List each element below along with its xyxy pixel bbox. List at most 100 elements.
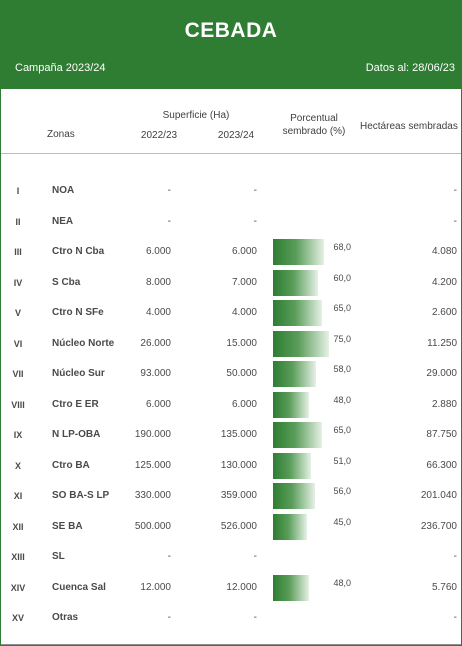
zone-number: X (14, 460, 21, 471)
hectares-cell: 201.040 (420, 490, 457, 501)
zone-name: SO BA-S LP (52, 490, 110, 501)
table-row: VII Núcleo Sur 93.000 50.000 29.000 58,0 (1, 359, 461, 389)
zone-name: S Cba (52, 276, 81, 288)
surface-2023-cell: 15.000 (226, 337, 257, 349)
zone-name: NEA (52, 215, 74, 227)
percent-value: 48,0 (333, 394, 351, 405)
table-row: XV Otras - - - (1, 603, 461, 633)
percent-bar (273, 452, 311, 479)
surface-2023-cell: 7.000 (231, 276, 257, 288)
percent-value: 48,0 (333, 577, 351, 588)
zone-number: II (15, 216, 21, 227)
surface-2023-cell: - (253, 551, 257, 562)
surface-2022-cell: 330.000 (134, 490, 171, 501)
percent-value: 68,0 (333, 242, 351, 252)
hectares-cell: - (453, 215, 457, 227)
zone-name: Ctro N Cba (52, 246, 105, 257)
hectares-cell: 11.250 (427, 337, 457, 349)
hectares-cell: 2.880 (431, 398, 457, 410)
zone-name: Ctro E ER (52, 398, 99, 410)
zone-name: SE BA (52, 520, 83, 532)
zone-number: VI (13, 338, 23, 349)
hectares-cell: 4.080 (431, 246, 457, 257)
header-divider (1, 153, 461, 154)
surface-2023-cell: 526.000 (220, 520, 257, 532)
surface-2022-cell: 12.000 (140, 581, 171, 593)
percent-bar (273, 269, 318, 296)
percent-bar (273, 239, 324, 265)
data-date: Datos al: 28/06/23 (365, 62, 455, 74)
percent-bar (273, 300, 322, 326)
zone-number: VIII (11, 399, 25, 410)
table-row: XIV Cuenca Sal 12.000 12.000 5.760 48,0 (1, 573, 461, 603)
percent-value: 51,0 (333, 455, 351, 466)
zone-number: XV (11, 613, 24, 623)
bottom-divider (1, 644, 461, 645)
surface-2022-cell: 8.000 (145, 276, 171, 288)
table-row: XII SE BA 500.000 526.000 236.700 45,0 (1, 512, 461, 542)
table-row: II NEA - - - (1, 207, 461, 237)
percent-value: 45,0 (333, 516, 351, 527)
zone-number: I (16, 186, 20, 196)
percent-bar (273, 330, 329, 357)
surface-2022-cell: 4.000 (145, 307, 171, 318)
zone-number: III (14, 247, 22, 257)
hectares-cell: 5.760 (431, 581, 457, 593)
table-row: XIII SL - - - (1, 542, 461, 572)
percent-bar (273, 483, 315, 509)
percent-bar (273, 391, 309, 418)
table-row: X Ctro BA 125.000 130.000 66.300 51,0 (1, 451, 461, 481)
zone-number: XII (12, 521, 24, 532)
table-row: V Ctro N SFe 4.000 4.000 2.600 65,0 (1, 298, 461, 328)
report-title: CEBADA (184, 19, 278, 42)
zone-name: Ctro N SFe (52, 307, 104, 318)
hectares-cell: 87.750 (426, 429, 457, 440)
percent-value: 65,0 (333, 425, 351, 435)
table-row: IX N LP-OBA 190.000 135.000 87.750 65,0 (1, 420, 461, 450)
surface-2022-cell: - (167, 215, 171, 227)
table-row: I NOA - - - (1, 176, 461, 206)
hectares-header: Hectáreas sembradas (360, 121, 458, 132)
percent-value: 65,0 (333, 303, 351, 313)
table-row: VIII Ctro E ER 6.000 6.000 2.880 48,0 (1, 390, 461, 420)
hectares-cell: - (453, 185, 457, 196)
surface-2023-cell: - (253, 612, 257, 623)
zone-name: Cuenca Sal (52, 581, 106, 593)
hectares-cell: - (453, 612, 457, 623)
surface-2022-cell: 93.000 (140, 368, 171, 379)
table-row: IV S Cba 8.000 7.000 4.200 60,0 (1, 268, 461, 298)
year-2023-header: 2023/24 (217, 130, 255, 141)
percent-header-line2: sembrado (%) (282, 126, 346, 137)
zone-name: Núcleo Norte (52, 337, 115, 349)
surface-2022-cell: 6.000 (145, 398, 171, 410)
surface-2022-cell: 26.000 (140, 337, 171, 349)
hectares-cell: - (453, 551, 457, 562)
table-row: VI Núcleo Norte 26.000 15.000 11.250 75,0 (1, 329, 461, 359)
surface-2022-cell: - (167, 612, 171, 623)
zone-number: IX (13, 430, 23, 440)
surface-header: Superficie (Ha) (162, 110, 230, 121)
zone-name: N LP-OBA (52, 429, 101, 440)
percent-bar (273, 513, 307, 540)
zone-number: V (14, 308, 21, 318)
percent-bar (273, 574, 309, 601)
surface-2022-cell: 6.000 (145, 246, 171, 257)
hectares-cell: 4.200 (431, 276, 457, 288)
hectares-cell: 2.600 (431, 307, 457, 318)
zone-name: SL (52, 551, 65, 562)
zone-number: XIV (10, 582, 26, 593)
table-row: XI SO BA-S LP 330.000 359.000 201.040 56,0 (1, 481, 461, 511)
hectares-cell: 29.000 (426, 368, 457, 379)
surface-2022-cell: 190.000 (134, 429, 171, 440)
surface-2023-cell: 6.000 (231, 246, 257, 257)
surface-2023-cell: - (253, 215, 257, 227)
surface-2022-cell: 125.000 (134, 459, 171, 471)
zone-number: IV (13, 277, 23, 288)
percent-bar (273, 422, 322, 448)
hectares-cell: 236.700 (420, 520, 457, 532)
zone-name: Otras (52, 612, 79, 623)
surface-2023-cell: 359.000 (220, 490, 257, 501)
zone-number: XI (13, 491, 23, 501)
percent-header-line1: Porcentual (290, 113, 338, 124)
